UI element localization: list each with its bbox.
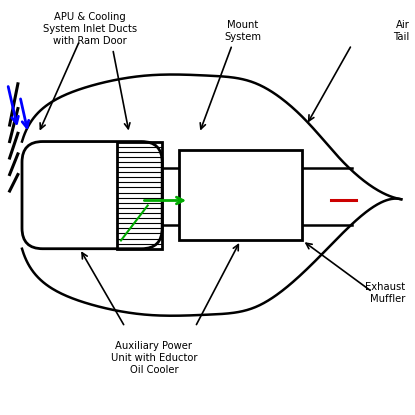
Text: APU & Cooling
System Inlet Ducts
with Ram Door: APU & Cooling System Inlet Ducts with Ra… (43, 12, 137, 46)
Bar (117, 142, 162, 249)
Bar (178, 150, 302, 240)
Text: Auxiliary Power
Unit with Eductor
Oil Cooler: Auxiliary Power Unit with Eductor Oil Co… (111, 342, 197, 376)
Text: Exhaust
Muffler: Exhaust Muffler (365, 282, 405, 304)
Text: Air
Tail: Air Tail (393, 20, 410, 42)
FancyBboxPatch shape (22, 142, 162, 249)
Text: Mount
System: Mount System (224, 20, 261, 42)
